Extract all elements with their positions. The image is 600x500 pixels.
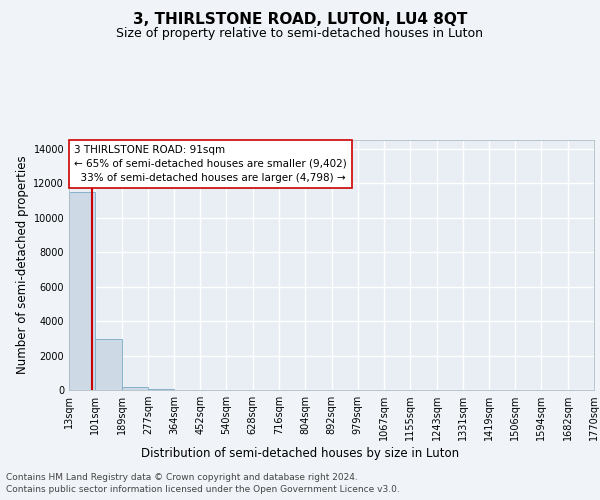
Bar — [148, 389, 174, 390]
Text: Contains HM Land Registry data © Crown copyright and database right 2024.: Contains HM Land Registry data © Crown c… — [6, 472, 358, 482]
Bar — [69, 192, 95, 390]
Y-axis label: Number of semi-detached properties: Number of semi-detached properties — [16, 156, 29, 374]
Text: Contains public sector information licensed under the Open Government Licence v3: Contains public sector information licen… — [6, 485, 400, 494]
Text: 3 THIRLSTONE ROAD: 91sqm
← 65% of semi-detached houses are smaller (9,402)
  33%: 3 THIRLSTONE ROAD: 91sqm ← 65% of semi-d… — [74, 145, 347, 183]
Text: Size of property relative to semi-detached houses in Luton: Size of property relative to semi-detach… — [116, 28, 484, 40]
Text: 3, THIRLSTONE ROAD, LUTON, LU4 8QT: 3, THIRLSTONE ROAD, LUTON, LU4 8QT — [133, 12, 467, 28]
Bar — [95, 339, 122, 390]
Text: Distribution of semi-detached houses by size in Luton: Distribution of semi-detached houses by … — [141, 448, 459, 460]
Bar — [122, 388, 148, 390]
